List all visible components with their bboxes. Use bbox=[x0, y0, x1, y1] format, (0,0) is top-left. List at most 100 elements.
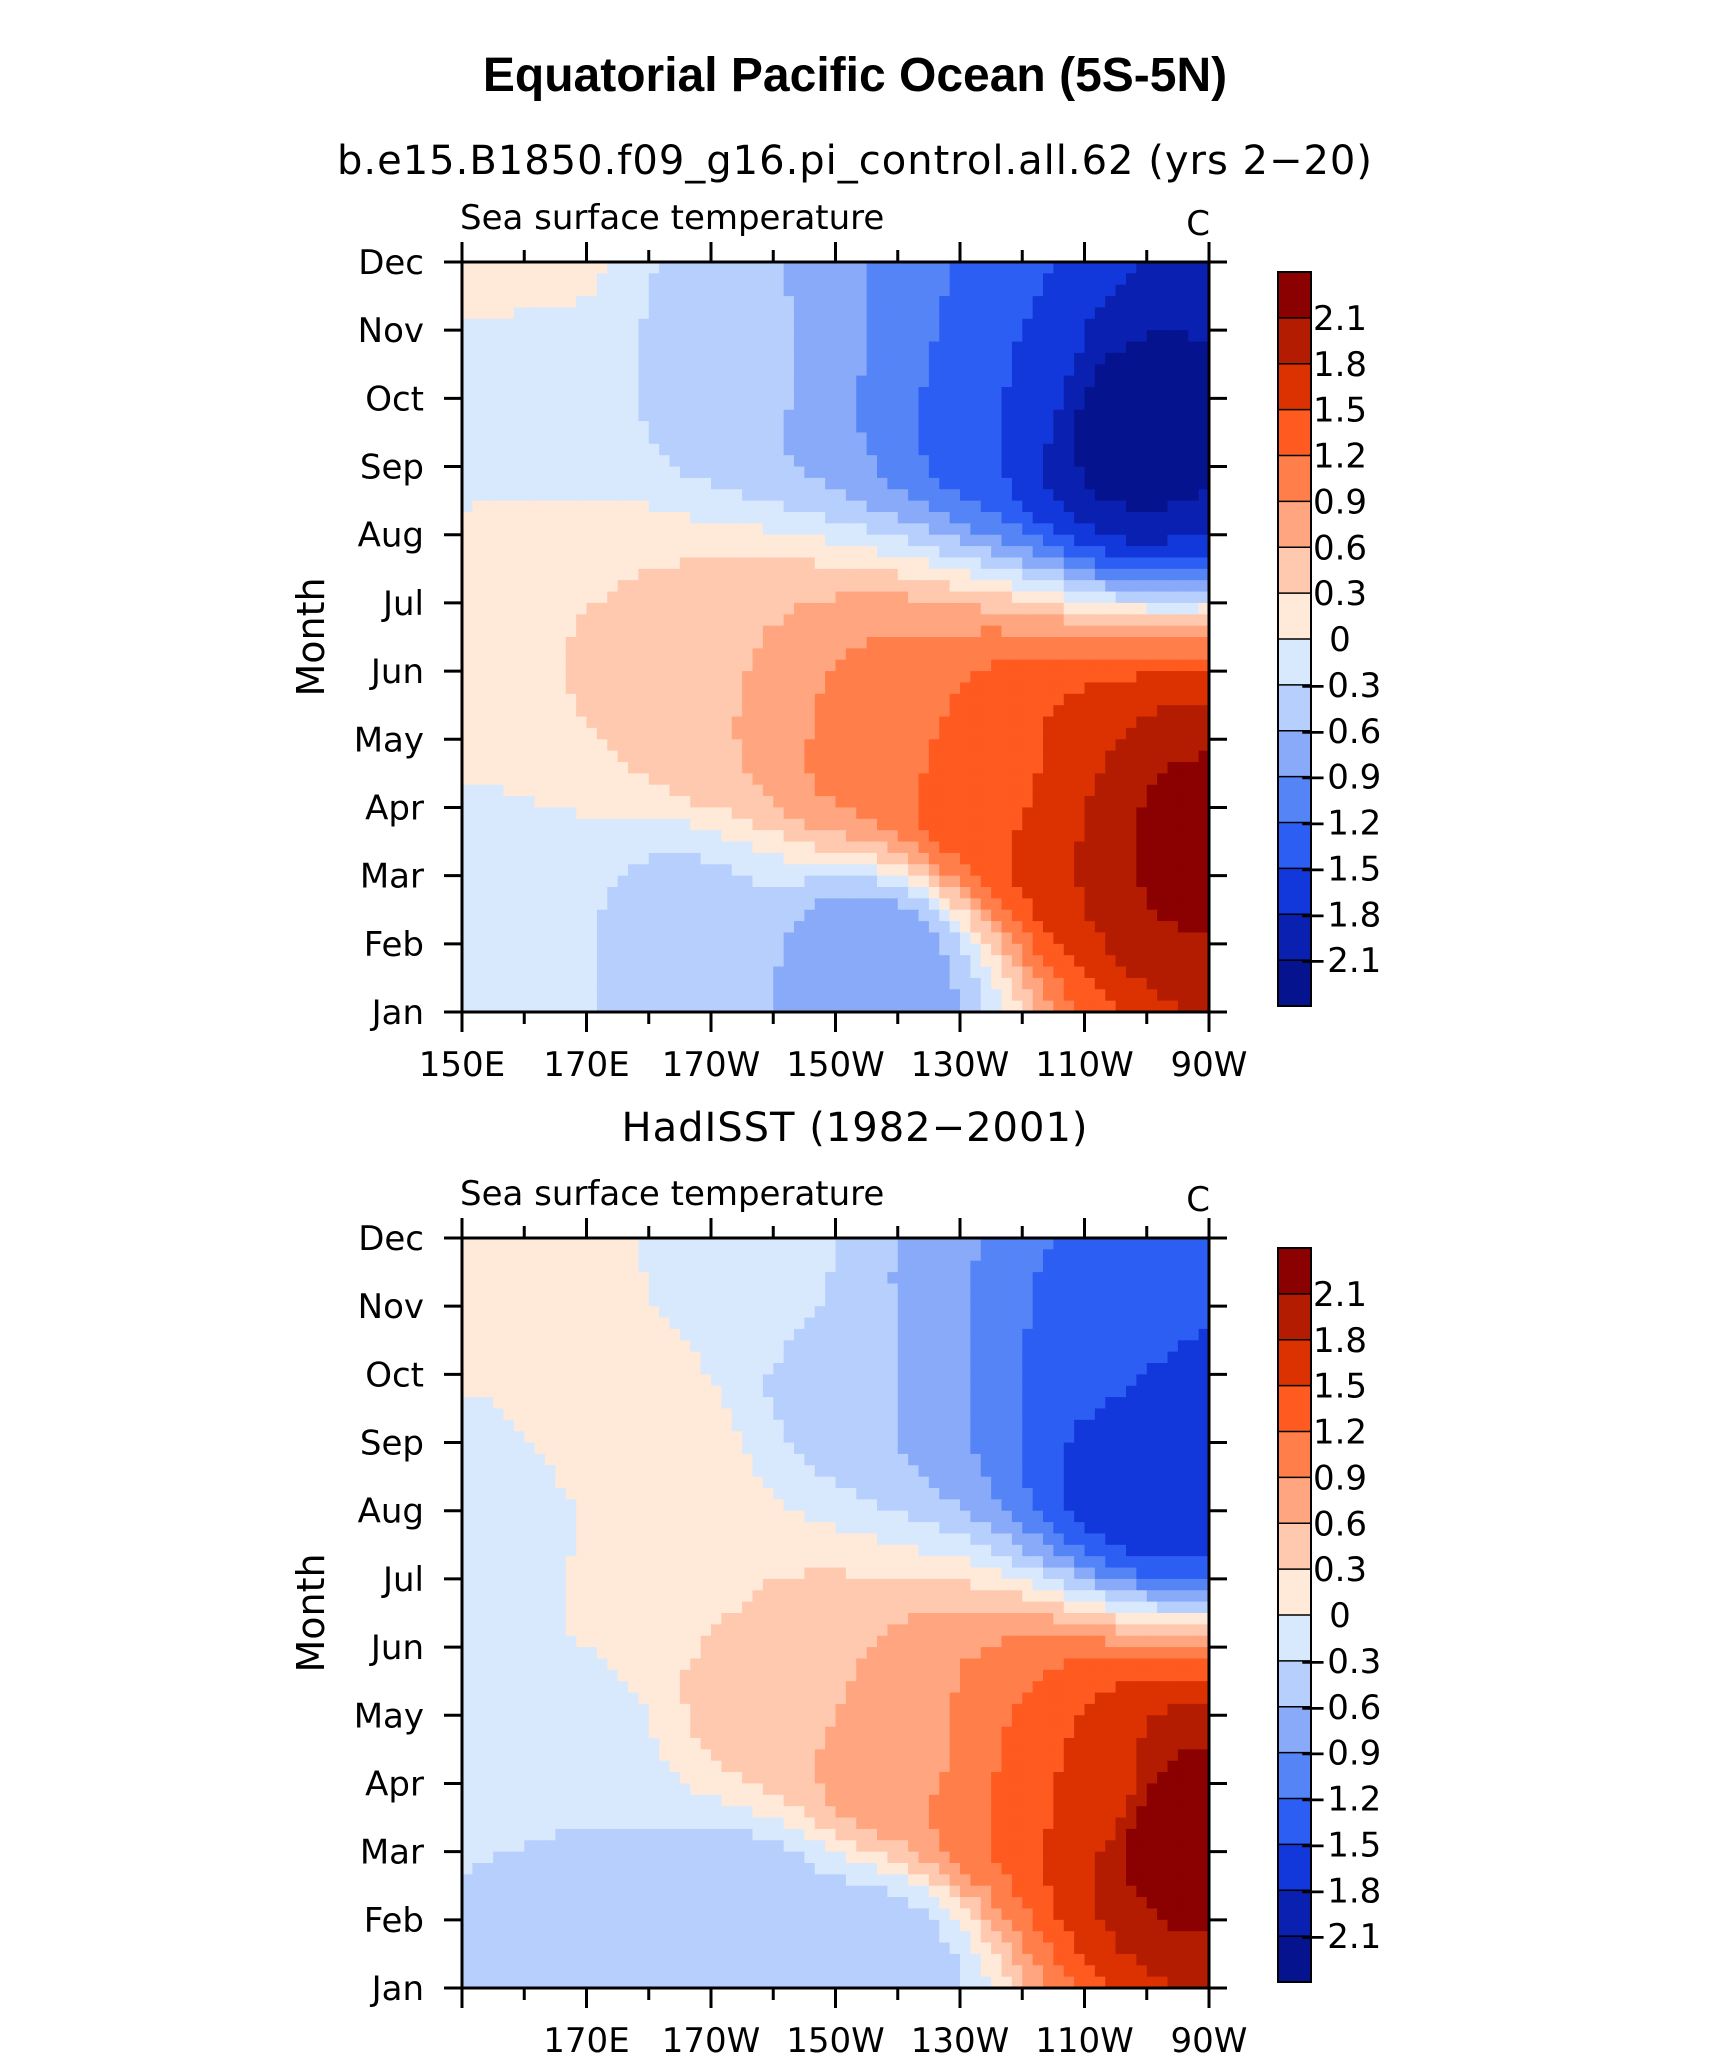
contour-cell bbox=[545, 796, 556, 809]
contour-cell bbox=[960, 852, 971, 865]
contour-cell bbox=[814, 284, 826, 297]
contour-cell bbox=[866, 500, 878, 513]
contour-cell bbox=[721, 477, 733, 490]
contour-cell bbox=[503, 591, 515, 604]
contour-cell bbox=[1022, 341, 1034, 354]
contour-cell bbox=[1053, 625, 1065, 638]
contour-cell bbox=[1074, 648, 1086, 661]
contour-cell bbox=[877, 693, 888, 706]
contour-cell bbox=[980, 648, 992, 661]
contour-cell bbox=[887, 852, 899, 865]
contour-cell bbox=[669, 966, 681, 979]
contour-cell bbox=[700, 784, 712, 797]
contour-cell bbox=[1188, 648, 1200, 661]
contour-cell bbox=[679, 818, 691, 831]
contour-cell bbox=[1157, 727, 1169, 740]
contour-cell bbox=[1053, 557, 1065, 570]
contour-cell bbox=[690, 648, 702, 661]
contour-cell bbox=[877, 443, 888, 456]
contour-cell bbox=[534, 989, 546, 1002]
contour-cell bbox=[659, 739, 671, 752]
contour-cell bbox=[503, 852, 515, 865]
contour-cell bbox=[928, 841, 940, 854]
contour-cell bbox=[845, 591, 857, 604]
colorbar-box bbox=[1278, 639, 1311, 686]
contour-cell bbox=[1126, 1000, 1137, 1012]
contour-cell bbox=[980, 943, 992, 956]
contour-cell bbox=[462, 989, 473, 1002]
contour-cell bbox=[1063, 739, 1075, 752]
contour-cell bbox=[513, 614, 525, 627]
contour-cell bbox=[856, 864, 868, 877]
contour-cell bbox=[825, 614, 837, 627]
contour-cell bbox=[928, 421, 940, 434]
contour-cell bbox=[1188, 989, 1200, 1002]
contour-cell bbox=[576, 602, 588, 615]
contour-cell bbox=[659, 932, 671, 945]
contour-cell bbox=[638, 682, 650, 695]
contour-cell bbox=[1136, 364, 1148, 377]
contour-cell bbox=[1022, 739, 1034, 752]
contour-cell bbox=[524, 318, 536, 331]
contour-cell bbox=[1032, 739, 1044, 752]
contour-cell bbox=[628, 557, 639, 570]
contour-cell bbox=[1074, 671, 1086, 684]
contour-cell bbox=[534, 773, 546, 786]
contour-cell bbox=[835, 409, 847, 422]
contour-cell bbox=[711, 955, 722, 968]
contour-cell bbox=[534, 921, 546, 934]
contour-cell bbox=[659, 364, 671, 377]
contour-cell bbox=[1198, 841, 1209, 854]
contour-cell bbox=[1115, 648, 1127, 661]
contour-cell bbox=[648, 784, 660, 797]
contour-cell bbox=[1177, 796, 1189, 809]
contour-cell bbox=[607, 523, 619, 536]
contour-cell bbox=[814, 466, 826, 479]
contour-cell bbox=[679, 727, 691, 740]
contour-cell bbox=[711, 875, 722, 888]
contour-cell bbox=[1063, 580, 1075, 593]
contour-cell bbox=[1094, 546, 1106, 559]
contour-cell bbox=[1001, 273, 1013, 286]
contour-cell bbox=[638, 671, 650, 684]
contour-cell bbox=[659, 489, 671, 502]
contour-cell bbox=[773, 932, 785, 945]
contour-cell bbox=[845, 580, 857, 593]
contour-cell bbox=[1115, 409, 1127, 422]
contour-cell bbox=[576, 750, 588, 763]
contour-cell bbox=[617, 1000, 629, 1012]
contour-cell bbox=[555, 932, 567, 945]
contour-cell bbox=[482, 648, 494, 661]
contour-cell bbox=[659, 671, 671, 684]
contour-cell bbox=[638, 716, 650, 729]
contour-cell bbox=[970, 352, 982, 365]
contour-cell bbox=[783, 375, 795, 388]
contour-cell bbox=[555, 273, 567, 286]
contour-cell bbox=[825, 682, 837, 695]
contour-cell bbox=[762, 398, 774, 411]
contour-cell bbox=[1115, 727, 1127, 740]
contour-cell bbox=[1074, 296, 1086, 309]
contour-cell bbox=[1188, 273, 1200, 286]
contour-cell bbox=[462, 637, 473, 649]
contour-cell bbox=[472, 762, 484, 774]
contour-cell bbox=[742, 591, 754, 604]
contour-cell bbox=[555, 966, 567, 979]
contour-cell bbox=[1011, 852, 1023, 865]
contour-cell bbox=[949, 898, 961, 911]
contour-cell bbox=[1043, 773, 1054, 786]
contour-cell bbox=[1146, 352, 1158, 365]
contour-cell bbox=[908, 716, 920, 729]
contour-field bbox=[462, 1238, 1209, 1988]
contour-cell bbox=[762, 364, 774, 377]
contour-cell bbox=[835, 432, 847, 445]
contour-cell bbox=[1074, 534, 1086, 547]
contour-cell bbox=[1136, 1000, 1148, 1012]
contour-cell bbox=[690, 955, 702, 968]
contour-cell bbox=[814, 716, 826, 729]
contour-cell bbox=[980, 625, 992, 638]
contour-cell bbox=[991, 750, 1003, 763]
contour-cell bbox=[493, 773, 505, 786]
contour-cell bbox=[1198, 262, 1209, 274]
colorbar-label: −0.9 bbox=[1299, 758, 1382, 798]
